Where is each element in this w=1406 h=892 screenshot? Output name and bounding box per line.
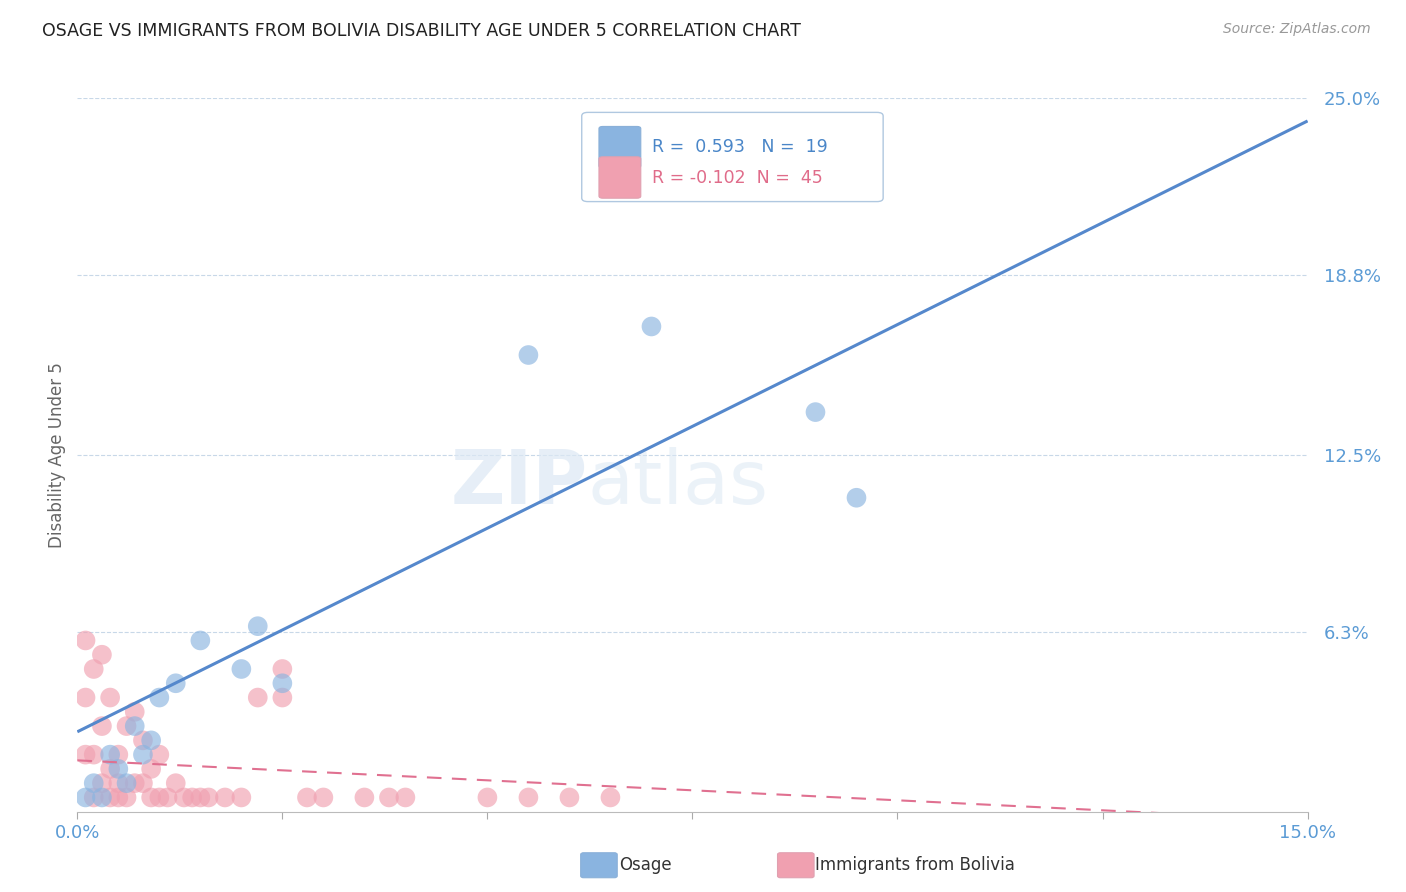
Point (75, 633, 97, 648)
Point (378, 790, 401, 805)
Point (804, 405, 827, 419)
Point (271, 676, 294, 690)
Text: atlas: atlas (588, 447, 769, 520)
Text: Immigrants from Bolivia: Immigrants from Bolivia (815, 856, 1015, 874)
Point (124, 776, 146, 790)
FancyBboxPatch shape (599, 157, 641, 198)
Text: Source: ZipAtlas.com: Source: ZipAtlas.com (1223, 22, 1371, 37)
Point (148, 790, 170, 805)
Point (312, 790, 335, 805)
Point (75, 790, 97, 805)
Point (90, 776, 114, 790)
Point (165, 676, 187, 690)
Text: OSAGE VS IMMIGRANTS FROM BOLIVIA DISABILITY AGE UNDER 5 CORRELATION CHART: OSAGE VS IMMIGRANTS FROM BOLIVIA DISABIL… (42, 22, 801, 40)
Point (148, 747, 170, 762)
Point (124, 719, 146, 733)
Point (107, 762, 129, 776)
Point (188, 790, 212, 805)
FancyBboxPatch shape (599, 127, 641, 168)
Text: ZIP: ZIP (451, 447, 588, 520)
Point (156, 790, 179, 805)
Point (107, 747, 129, 762)
Point (271, 690, 294, 705)
Text: R =  0.593   N =  19: R = 0.593 N = 19 (652, 138, 828, 156)
Point (197, 790, 219, 805)
Point (83, 662, 105, 676)
Point (141, 762, 163, 776)
Point (214, 790, 236, 805)
Y-axis label: Disability Age Under 5: Disability Age Under 5 (48, 362, 66, 548)
Point (599, 790, 621, 805)
Point (231, 790, 253, 805)
Point (90, 790, 114, 805)
Point (90, 648, 114, 662)
Point (246, 619, 269, 633)
Point (83, 790, 105, 805)
Point (517, 790, 540, 805)
Point (75, 690, 97, 705)
Point (107, 776, 129, 790)
Point (115, 776, 138, 790)
Point (517, 348, 540, 362)
Point (394, 790, 416, 805)
Point (558, 790, 581, 805)
Point (98, 690, 121, 705)
FancyBboxPatch shape (582, 112, 883, 202)
Point (181, 790, 204, 805)
Point (173, 790, 195, 805)
Point (83, 747, 105, 762)
Point (477, 790, 499, 805)
Text: R = -0.102  N =  45: R = -0.102 N = 45 (652, 169, 823, 186)
Point (231, 662, 253, 676)
Point (115, 719, 138, 733)
Point (246, 690, 269, 705)
Point (165, 776, 187, 790)
Point (107, 790, 129, 805)
Point (353, 790, 375, 805)
Point (98, 762, 121, 776)
Point (98, 790, 121, 805)
Point (83, 776, 105, 790)
Point (132, 733, 155, 747)
Point (148, 690, 170, 705)
Point (141, 790, 163, 805)
Point (90, 719, 114, 733)
Point (124, 705, 146, 719)
Point (132, 747, 155, 762)
Point (132, 776, 155, 790)
Point (141, 733, 163, 747)
Point (845, 491, 868, 505)
Point (640, 319, 662, 334)
Point (271, 662, 294, 676)
Point (295, 790, 318, 805)
Point (188, 633, 212, 648)
Point (98, 747, 121, 762)
Text: Osage: Osage (619, 856, 671, 874)
Point (75, 747, 97, 762)
Point (115, 790, 138, 805)
